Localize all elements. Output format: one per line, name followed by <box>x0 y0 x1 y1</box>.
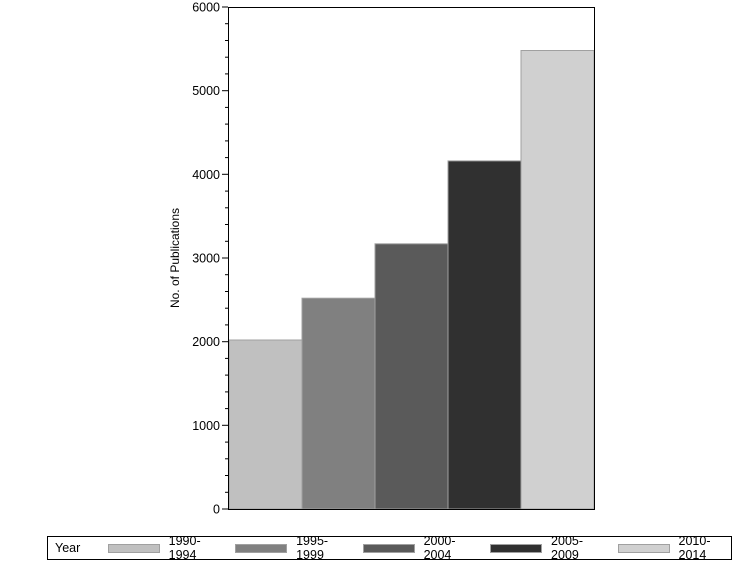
bar-1990-1994 <box>228 339 303 510</box>
legend-swatch <box>235 543 288 553</box>
legend: Year 1990-1994 1995-1999 2000-2004 2005-… <box>47 534 732 562</box>
y-tick-label: 4000 <box>192 168 220 182</box>
bar-2000-2004 <box>374 243 449 510</box>
legend-label: 2005-2009 <box>551 534 584 562</box>
y-tick-label: 1000 <box>192 419 220 433</box>
y-tick-label: 0 <box>213 503 220 517</box>
legend-label: 1990-1994 <box>168 534 201 562</box>
legend-item-1995-1999: 1995-1999 <box>235 534 348 562</box>
legend-label: 2000-2004 <box>423 534 456 562</box>
y-tick-label: 6000 <box>192 1 220 15</box>
legend-item-2005-2009: 2005-2009 <box>490 534 603 562</box>
bar-1995-1999 <box>301 297 376 510</box>
bar-2005-2009 <box>447 160 522 510</box>
y-tick-label: 5000 <box>192 84 220 98</box>
legend-swatch <box>617 543 670 553</box>
y-axis: 0 1000 2000 3000 4000 5000 6000 <box>192 1 228 517</box>
legend-swatch <box>490 543 543 553</box>
legend-item-1990-1994: 1990-1994 <box>107 534 221 562</box>
legend-title: Year <box>55 541 81 555</box>
y-axis-label: No. of Publications <box>168 207 182 309</box>
bar-2010-2014 <box>520 50 595 510</box>
legend-item-2010-2014: 2010-2014 <box>617 534 731 562</box>
legend-item-2000-2004: 2000-2004 <box>362 534 476 562</box>
y-tick-label: 2000 <box>192 335 220 349</box>
plot-frame <box>228 7 595 510</box>
y-tick-label: 3000 <box>192 252 220 266</box>
legend-swatch <box>362 543 415 553</box>
bars-group <box>228 50 595 510</box>
legend-label: 2010-2014 <box>678 534 711 562</box>
legend-swatch <box>107 543 160 553</box>
legend-label: 1995-1999 <box>296 534 329 562</box>
